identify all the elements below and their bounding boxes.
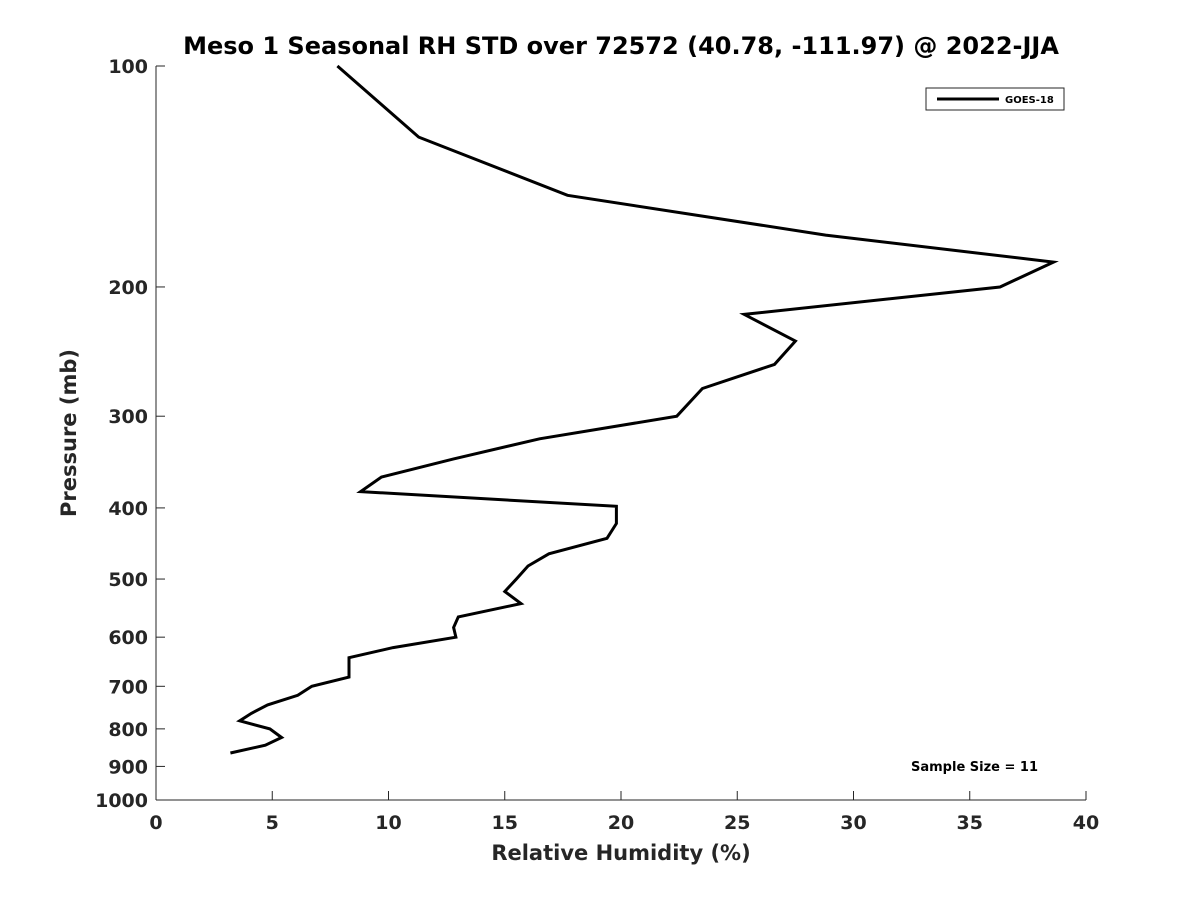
- sample-size-annotation: Sample Size = 11: [911, 760, 1038, 775]
- y-tick-label: 200: [108, 277, 148, 299]
- y-axis-label: Pressure (mb): [57, 349, 81, 517]
- y-tick-label: 400: [108, 498, 148, 520]
- x-axis-ticks: 0 5 10 15 20 25 30 35 40: [149, 791, 1099, 834]
- y-tick-label: 100: [108, 56, 148, 78]
- y-tick-label: 800: [108, 719, 148, 741]
- y-axis-ticks: 100 200 300 400 500 600 700 800 900 1000: [95, 56, 165, 812]
- legend: GOES-18: [925, 87, 1065, 111]
- plot-area: [156, 66, 1086, 800]
- y-tick-label: 700: [108, 676, 148, 698]
- y-tick-label: 900: [108, 756, 148, 778]
- y-tick-label: 300: [108, 406, 148, 428]
- y-tick-label: 1000: [95, 790, 148, 812]
- chart-title: Meso 1 Seasonal RH STD over 72572 (40.78…: [183, 32, 1059, 60]
- x-tick-label: 0: [149, 812, 162, 834]
- x-tick-label: 35: [957, 812, 983, 834]
- x-tick-label: 25: [724, 812, 750, 834]
- x-tick-label: 20: [608, 812, 634, 834]
- y-tick-label: 500: [108, 569, 148, 591]
- x-tick-label: 15: [492, 812, 518, 834]
- y-tick-label: 600: [108, 627, 148, 649]
- x-tick-label: 40: [1073, 812, 1099, 834]
- x-axis-label: Relative Humidity (%): [491, 841, 750, 865]
- x-tick-label: 5: [266, 812, 279, 834]
- series-line-goes-18: [230, 64, 1059, 755]
- x-tick-label: 10: [375, 812, 401, 834]
- legend-label-goes-18: GOES-18: [1005, 95, 1054, 106]
- x-tick-label: 30: [840, 812, 866, 834]
